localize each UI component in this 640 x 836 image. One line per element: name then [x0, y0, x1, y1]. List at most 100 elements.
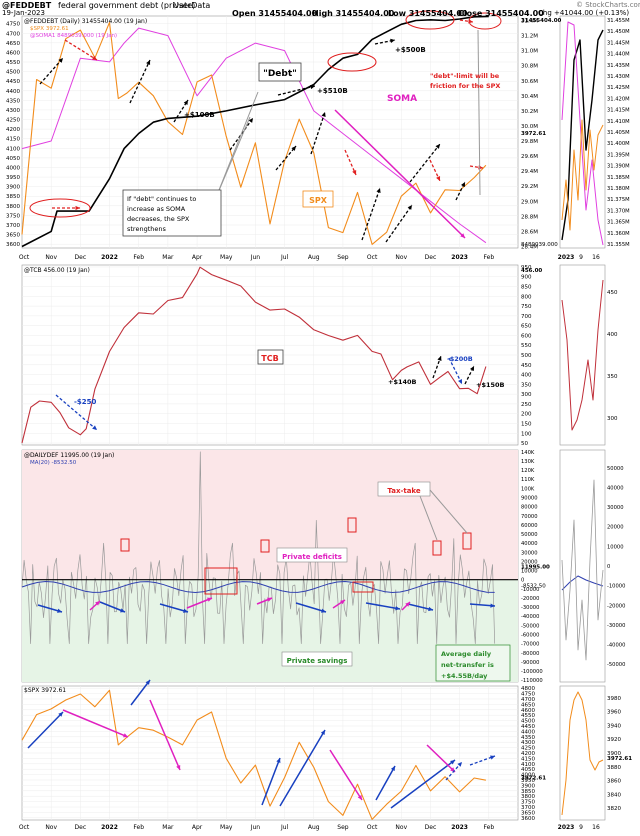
ma20-line — [21, 581, 495, 593]
dailydef-tick-label: -30000 — [521, 605, 539, 611]
side-dailydef-tick-label: -10000 — [607, 584, 625, 590]
black-arrow — [409, 143, 441, 183]
left-tick-label: 4500 — [6, 70, 20, 76]
right-tick-label: 29.8M — [521, 139, 538, 145]
black-arrow — [277, 85, 316, 96]
left-tick-label: 3700 — [6, 223, 20, 229]
side-ma20-line — [561, 575, 604, 591]
right-tick-label: 29.6M — [521, 154, 538, 160]
right-tick-label: 28.6M — [521, 229, 538, 235]
private-deficits-label: Private deficits — [282, 553, 342, 561]
left-tick-label: 4300 — [6, 108, 20, 114]
right-tick-label: 29.4M — [521, 169, 538, 175]
x-axis-label: Feb — [484, 254, 495, 261]
value-label-dailydef: 11995.00 — [521, 565, 550, 571]
x-axis-label: Oct — [367, 824, 378, 831]
average-note-line: net-transfer is — [441, 661, 494, 669]
side-value-label-spx: 3972.61 — [607, 756, 632, 762]
tcb-tick-label: 300 — [521, 392, 532, 398]
x-axis-label: Feb — [484, 824, 495, 831]
side-spx-tick-label: 3880 — [607, 765, 621, 771]
dailydef-tick-label: 0 — [521, 578, 524, 584]
blue-arrow-head — [183, 608, 188, 613]
x-axis-label: 2023 — [451, 254, 468, 261]
tcb-tick-label: 700 — [521, 314, 532, 320]
blue-arrow-head — [321, 608, 326, 613]
dailydef-tick-label: 90000 — [521, 495, 538, 501]
side-tcb-tick-label: 300 — [607, 416, 618, 422]
dailydef-tick-label: -70000 — [521, 642, 539, 648]
x-axis-label: Jul — [280, 824, 289, 831]
blue-arrow-head — [320, 730, 325, 735]
black-arrow — [385, 204, 413, 243]
x-axis-label: Mar — [162, 824, 174, 831]
side-spx-tick-label: 3840 — [607, 792, 621, 798]
left-tick-label: 3650 — [6, 233, 20, 239]
black-arrow — [229, 117, 254, 151]
x-axis-label: Jul — [280, 254, 289, 261]
spx-tick-label: 4750 — [521, 692, 535, 698]
side-tick-label: 31.450M — [607, 29, 630, 35]
dailydef-tick-label: 100K — [521, 486, 535, 492]
left-tick-label: 4700 — [6, 31, 20, 37]
side-dailydef-tick-label: 30000 — [607, 505, 624, 511]
side-x-axis-label: 16 — [592, 824, 600, 831]
black-arrow-head — [248, 118, 253, 123]
x-axis-label: May — [220, 824, 233, 831]
left-tick-label: 4600 — [6, 50, 20, 56]
annotation-ellipse — [405, 10, 455, 30]
red-arrow-head — [92, 55, 97, 60]
tcb-tick-label: 650 — [521, 324, 532, 330]
left-tick-label: 4450 — [6, 79, 20, 85]
dailydef-tick-label: 50000 — [521, 532, 538, 538]
x-axis-label: Oct — [19, 824, 30, 831]
tcb-tick-label: 550 — [521, 343, 532, 349]
magenta-arrow-head — [405, 602, 410, 607]
side-tick-label: 31.445M — [607, 40, 630, 46]
side-tick-label: 31.455M — [607, 18, 630, 24]
spx-tick-label: 4000 — [521, 773, 535, 779]
value-label-debt: 31455404.00 — [521, 18, 562, 24]
tcb-tick-label: 600 — [521, 333, 532, 339]
side-tick-label: 31.355M — [607, 242, 630, 248]
side-dailydef-tick-label: 40000 — [607, 485, 624, 491]
debt-label-box — [258, 62, 302, 82]
private-savings-label-box — [281, 651, 353, 667]
red-arrow — [429, 159, 441, 182]
blue-arrow — [375, 765, 396, 801]
black-arrow-head — [183, 100, 188, 105]
tcb-label-box — [257, 349, 284, 365]
spx-tick-label: 4800 — [521, 686, 535, 692]
side-x-axis-label: 9 — [579, 254, 583, 261]
header-date: 19-Jan-2023 — [2, 9, 45, 17]
note-text-line: strengthens — [127, 225, 166, 233]
right-tick-label: 29.0M — [521, 199, 538, 205]
x-axis-label: Nov — [395, 824, 407, 831]
x-axis-label: 2022 — [101, 824, 118, 831]
spx-tick-label: 3900 — [521, 783, 535, 789]
black-arrow — [39, 57, 64, 85]
dailydef-tick-label: 130K — [521, 459, 535, 465]
side-tick-label: 31.420M — [607, 96, 630, 102]
right-tick-label: 30.2M — [521, 109, 538, 115]
blue-arrow-head — [395, 606, 400, 611]
tcb-tick-label: 950 — [521, 265, 532, 271]
black-arrow-head — [321, 112, 326, 117]
tcb-tick-label: 350 — [521, 382, 532, 388]
x-axis-label: Oct — [19, 254, 30, 261]
spx-tick-label: 4550 — [521, 713, 535, 719]
blue-arrow-head — [58, 712, 63, 717]
tax-take-label: Tax-take — [387, 487, 421, 495]
x-axis-label: Sep — [337, 824, 349, 831]
side-panel-frame-2 — [559, 449, 606, 683]
left-tick-label: 3800 — [6, 204, 20, 210]
side-dailydef-tick-label: -20000 — [607, 603, 625, 609]
deficit-highlight-box — [432, 540, 442, 556]
debt-limit-note-line2: friction for the SPX — [430, 82, 500, 90]
blue-arrow-head — [92, 425, 97, 430]
side-spx-tick-label: 3860 — [607, 779, 621, 785]
side-tcb-tick-label: 400 — [607, 332, 618, 338]
pointer-line — [477, 29, 481, 196]
side-spx-tick-label: 3920 — [607, 737, 621, 743]
annotation-ellipse — [29, 198, 91, 218]
